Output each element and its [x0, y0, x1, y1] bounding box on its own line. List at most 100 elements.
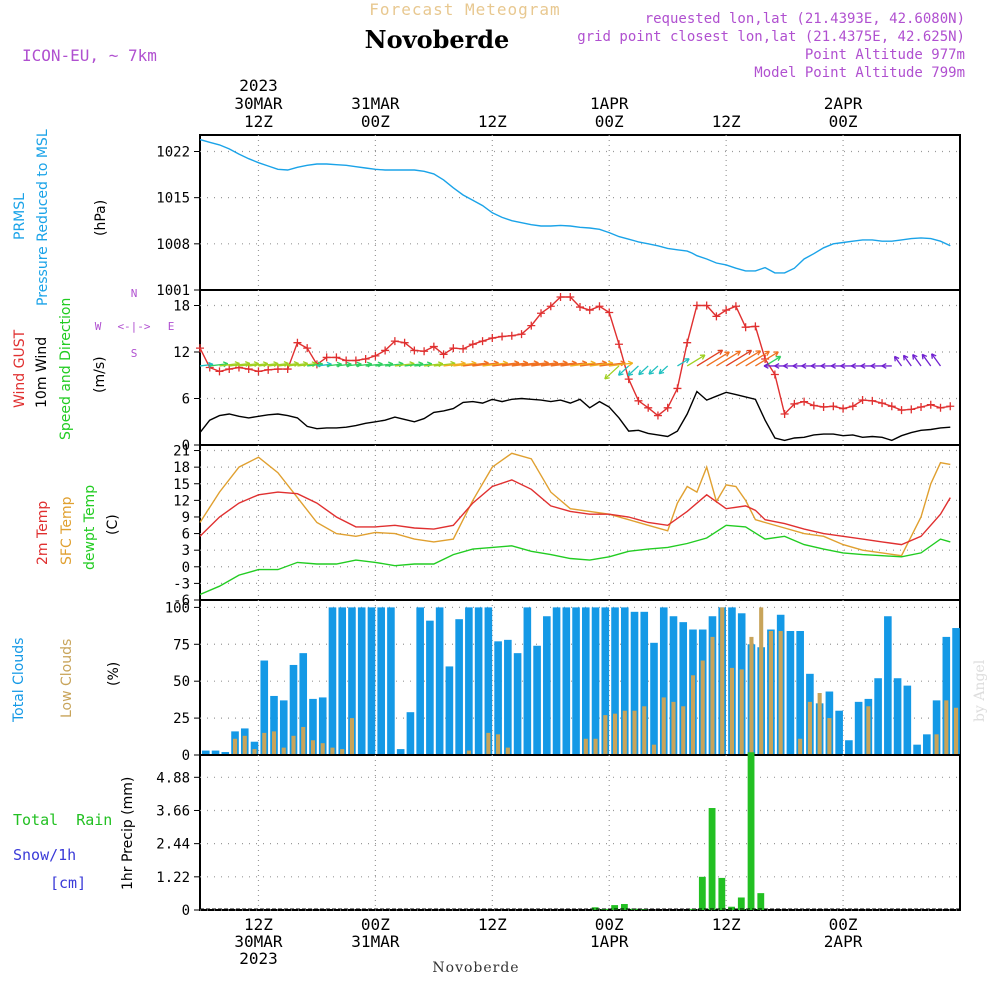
low-cloud-bar [262, 732, 267, 755]
total-cloud-bar [357, 607, 366, 755]
low-cloud-bar [642, 706, 647, 755]
total-cloud-bar [942, 636, 951, 755]
wind-arrow-head [792, 362, 798, 369]
wind-arrow-head [912, 353, 918, 360]
gust-marker [605, 308, 614, 317]
bottom-tick-label: 12Z [244, 915, 273, 934]
gust-marker [839, 404, 848, 413]
low-cloud-bar [661, 697, 666, 755]
total-cloud-bar [893, 678, 902, 755]
bottom-tick-label: 2023 [239, 949, 278, 968]
low-cloud-bar [671, 701, 676, 755]
gust-marker [595, 302, 604, 311]
wind-arrow [209, 363, 228, 367]
temp2m-line [199, 479, 951, 546]
wind-arrow [627, 365, 639, 376]
compass-west: W [95, 320, 102, 333]
wind-arrow-head [810, 362, 816, 369]
wind-arrow-head [658, 368, 665, 375]
total-cloud-bar [903, 685, 912, 755]
wind-arrow-head [717, 349, 724, 355]
low-cloud-bar [817, 693, 822, 755]
cloud-label-total: Total Clouds [11, 638, 27, 723]
wind-arrow [686, 354, 706, 367]
total-cloud-bar [289, 664, 298, 755]
wind-arrow [365, 363, 383, 367]
low-cloud-bar [759, 607, 764, 755]
wind-arrow-head [840, 362, 846, 369]
total-cloud-bar [679, 622, 688, 755]
total-cloud-bar [396, 749, 405, 755]
wind-ytick-label: 0 [182, 438, 190, 454]
gust-marker [303, 344, 312, 353]
gust-marker [420, 347, 429, 356]
wind-arrow [268, 362, 289, 367]
total-cloud-bar [640, 611, 649, 755]
bottom-tick-label: 1APR [590, 932, 629, 951]
low-cloud-bar [242, 735, 247, 755]
wind-arrow-head [746, 349, 753, 356]
temp-ytick-label: 12 [173, 493, 190, 509]
gust-marker [537, 309, 546, 318]
wind-arrow [229, 362, 250, 367]
wind-unit: (m/s) [92, 356, 108, 393]
total-cloud-bar [221, 752, 230, 755]
gust-marker [585, 306, 594, 315]
wind-arrow [355, 363, 372, 367]
wind-arrow-head [617, 370, 624, 376]
low-cloud-bar [720, 607, 725, 755]
wind-arrow [336, 363, 352, 367]
gust-marker [926, 400, 935, 409]
low-cloud-bar [954, 707, 959, 755]
gust-marker [273, 365, 282, 374]
wind-arrow [921, 353, 932, 367]
top-tick-label: 12Z [478, 112, 507, 131]
wind-arrow [433, 362, 456, 367]
bottom-tick-label: 31MAR [351, 932, 400, 951]
total-cloud-bar [874, 678, 882, 755]
wind-arrow [414, 363, 432, 367]
gust-marker [897, 406, 906, 415]
gust-marker [809, 401, 818, 410]
wind-arrow-head [860, 362, 866, 369]
wind-arrow-head [870, 362, 876, 369]
gust-marker [527, 321, 536, 330]
total-cloud-bar [348, 607, 356, 755]
wind-arrow-head [773, 351, 779, 357]
bottom-tick-label: 00Z [595, 915, 624, 934]
pressure-panel: 1022 1015 1008 1001 [156, 134, 961, 299]
total-cloud-bar [630, 611, 639, 755]
wind-arrow [894, 355, 903, 367]
low-cloud-bar [281, 747, 286, 755]
gust-marker [907, 405, 916, 414]
gust-marker [829, 402, 838, 411]
low-cloud-bar [934, 734, 939, 755]
wind-arrow [521, 362, 549, 367]
total-cloud-bar [932, 700, 941, 755]
total-cloud-bar [328, 607, 337, 755]
total-cloud-bar [513, 653, 522, 755]
total-cloud-bar [484, 607, 493, 755]
wind-arrow-head [604, 373, 610, 380]
gust-marker [254, 367, 263, 376]
wind-arrow [648, 365, 659, 375]
gust-marker [702, 301, 711, 310]
gust-marker [283, 365, 292, 374]
wind-arrow-head [764, 350, 770, 357]
gust-marker [634, 396, 643, 405]
wind-arrow [394, 362, 415, 367]
gust-marker [361, 354, 370, 363]
wind-arrow-head [775, 355, 782, 362]
wind-arrow [219, 362, 240, 367]
low-cloud-bar [778, 631, 783, 755]
total-cloud-bar [494, 641, 502, 755]
wind-arrow [258, 362, 279, 367]
cloud-label-low: Low Clouds [59, 639, 75, 718]
low-cloud-bar [729, 667, 734, 755]
total-cloud-bar [318, 697, 327, 755]
gust-marker [780, 410, 789, 418]
gust-marker [692, 301, 701, 310]
